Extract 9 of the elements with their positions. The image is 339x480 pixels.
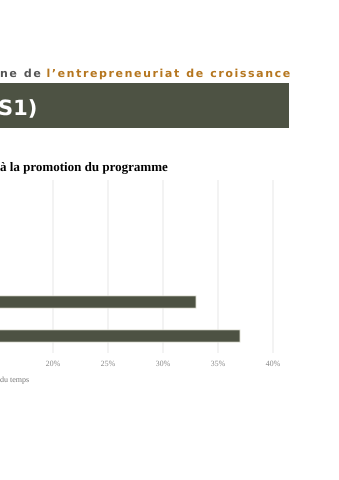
x-tick-label: 20% [46,359,61,368]
chart-title: à la promotion du programme [0,159,168,174]
text: ne de [0,67,42,80]
x-tick-label: 35% [210,359,226,368]
text: du temps [0,375,30,384]
x-tick-label: 30% [156,359,171,368]
text: l’entrepreneuriat de croissance [46,67,292,80]
x-tick-label: 25% [100,359,116,368]
x-tick-label: 40% [266,359,281,368]
